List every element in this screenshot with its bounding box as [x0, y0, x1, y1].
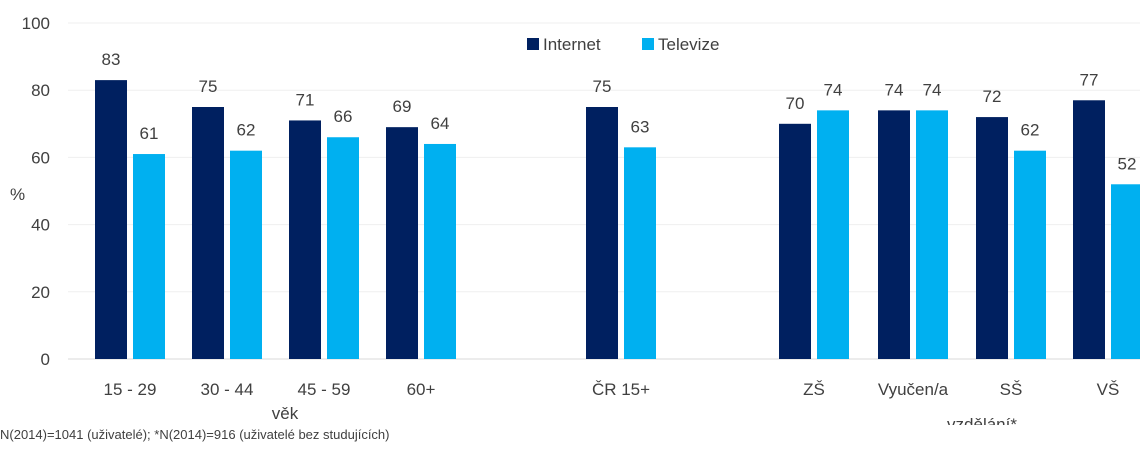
bar-televize-1 — [230, 150, 262, 359]
x-axis-ticks: 15 - 29 30 - 44 45 - 59 60+ ČR 15+ ZŠ Vyučen/a… — [104, 380, 1120, 399]
bar-internet-5 — [779, 123, 811, 359]
bar-internet-4 — [586, 107, 618, 359]
data-label: 70 — [786, 94, 805, 113]
data-label: 74 — [824, 80, 843, 99]
y-tick-label: 80 — [31, 81, 50, 100]
legend-swatch-televize — [642, 38, 654, 50]
bar-internet-1 — [192, 107, 224, 359]
bar-televize-5 — [817, 110, 849, 359]
bar-televize-7 — [1014, 150, 1046, 359]
x-tick-label: 30 - 44 — [201, 380, 254, 399]
x-tick-label: VŠ — [1097, 380, 1120, 399]
bar-internet-8 — [1073, 100, 1105, 359]
x-tick-label: ČR 15+ — [592, 380, 650, 399]
data-label: 74 — [923, 80, 942, 99]
y-axis-label: % — [10, 185, 25, 204]
data-label: 52 — [1118, 154, 1137, 173]
data-label: 66 — [334, 107, 353, 126]
data-label: 74 — [885, 80, 904, 99]
x-tick-label: ZŠ — [803, 380, 825, 399]
y-tick-label: 100 — [22, 14, 50, 33]
data-label: 61 — [140, 124, 159, 143]
data-label: 83 — [102, 50, 121, 69]
legend-label: Televize — [658, 35, 719, 54]
y-axis-ticks: 0 20 40 60 80 100 — [22, 14, 50, 369]
data-labels: 83 61 75 62 71 66 69 64 75 63 70 74 74 74 72 62 77 52 — [102, 50, 1137, 173]
data-label: 72 — [983, 87, 1002, 106]
bar-televize-4 — [624, 147, 656, 359]
y-tick-label: 20 — [31, 283, 50, 302]
data-label: 75 — [593, 77, 612, 96]
bar-televize-3 — [424, 143, 456, 359]
bar-internet-2 — [289, 120, 321, 359]
legend: Internet Televize — [527, 35, 719, 54]
x-tick-label: 15 - 29 — [104, 380, 157, 399]
footnote: N(2014)=1041 (uživatelé); *N(2014)=916 (… — [0, 427, 390, 442]
group-label-education: vzdělání* — [947, 415, 1017, 425]
data-label: 62 — [1021, 121, 1040, 140]
bar-televize-0 — [133, 154, 165, 359]
x-tick-label: 45 - 59 — [298, 380, 351, 399]
x-tick-label: 60+ — [407, 380, 436, 399]
y-tick-label: 40 — [31, 216, 50, 235]
data-label: 62 — [237, 121, 256, 140]
bar-internet-3 — [386, 127, 418, 359]
data-label: 64 — [431, 114, 450, 133]
data-label: 69 — [393, 97, 412, 116]
bar-televize-6 — [916, 110, 948, 359]
data-label: 71 — [296, 90, 315, 109]
bar-internet-7 — [976, 117, 1008, 359]
bar-internet-0 — [95, 80, 127, 360]
bars — [95, 80, 1140, 360]
y-tick-label: 60 — [31, 148, 50, 167]
bar-televize-8 — [1111, 184, 1140, 359]
legend-label: Internet — [543, 35, 601, 54]
legend-swatch-internet — [527, 38, 539, 50]
data-label: 63 — [631, 117, 650, 136]
y-tick-label: 0 — [41, 350, 50, 369]
x-tick-label: SŠ — [1000, 380, 1023, 399]
group-label-age: věk — [272, 404, 299, 423]
data-label: 77 — [1080, 70, 1099, 89]
bar-chart: 0 20 40 60 80 100 % 83 61 75 62 71 66 69 64 75 63 70 74 7… — [10, 14, 1140, 434]
bar-televize-2 — [327, 137, 359, 359]
x-tick-label: Vyučen/a — [878, 380, 949, 399]
data-label: 75 — [199, 77, 218, 96]
bar-internet-6 — [878, 110, 910, 359]
